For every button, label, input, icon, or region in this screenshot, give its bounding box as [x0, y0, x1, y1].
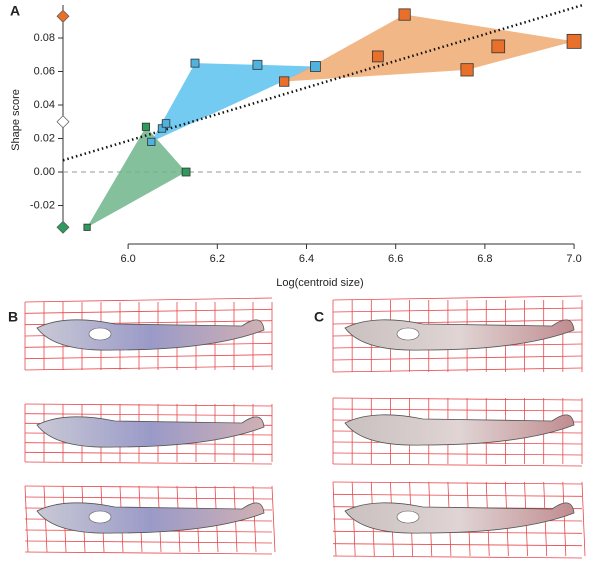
deformation-grid: [24, 297, 273, 303]
x-axis-label: Log(centroid size): [276, 277, 363, 289]
deformation-grid: [332, 367, 583, 373]
point: [190, 58, 200, 68]
x-tick-label: 6.0: [120, 253, 135, 265]
deformation-grid: [24, 540, 273, 544]
deformation-grid: [332, 481, 583, 485]
axis-marker: [56, 115, 70, 129]
point: [566, 33, 582, 49]
deformation-grid: [271, 485, 276, 553]
y-tick-label: 0.06: [34, 65, 55, 77]
point: [161, 119, 171, 128]
jaw: [36, 502, 265, 534]
x-tick-label: 7.0: [566, 253, 581, 265]
deformation-grid: [562, 481, 567, 557]
deformation-grid: [332, 452, 583, 456]
deformation-grid: [332, 295, 583, 301]
point: [279, 76, 290, 87]
jaw: [344, 414, 575, 446]
deformation-grid: [24, 551, 273, 555]
deformation-grid: [332, 493, 583, 497]
jaw-foramen: [396, 510, 420, 524]
axis-marker: [56, 220, 70, 234]
jaw-panels: [24, 295, 586, 559]
deformation-grid: [332, 355, 583, 361]
point: [491, 39, 506, 54]
deformation-grid: [24, 461, 273, 465]
jaw: [344, 502, 575, 534]
y-tick-label: 0.02: [34, 132, 55, 144]
deformation-grid: [24, 496, 273, 500]
deformation-grid: [332, 543, 583, 547]
deformation-grid: [581, 481, 586, 557]
deformation-grid: [332, 408, 583, 412]
deformation-grid: [332, 307, 583, 313]
y-tick-label: 0.00: [34, 166, 55, 178]
panel-label: B: [8, 309, 18, 325]
deformation-grid: [332, 397, 583, 401]
deformation-grid: [24, 413, 273, 417]
point: [252, 59, 263, 70]
point: [83, 223, 91, 231]
x-tick-label: 6.6: [388, 253, 403, 265]
jaw-foramen: [88, 327, 112, 341]
trendline: [62, 3, 584, 162]
x-tick-label: 6.8: [477, 253, 492, 265]
y-tick-label: 0.08: [34, 32, 55, 44]
deformation-grid: [24, 451, 273, 455]
point: [310, 61, 321, 72]
x-tick-label: 6.4: [299, 253, 314, 265]
group-hull: [284, 14, 575, 82]
deformation-grid: [332, 463, 583, 467]
group-hull: [87, 126, 187, 228]
deformation-grid: [24, 365, 273, 371]
point: [371, 50, 384, 63]
y-axis-label: Shape score: [10, 89, 22, 151]
point: [147, 137, 156, 146]
jaw-foramen: [88, 510, 112, 524]
point: [398, 8, 411, 21]
jaw: [36, 416, 265, 448]
jaw-foramen: [396, 327, 420, 341]
y-tick-label: -0.02: [30, 199, 55, 211]
point: [181, 167, 191, 177]
deformation-grid: [332, 555, 583, 559]
deformation-grid: [24, 485, 273, 489]
point: [141, 122, 151, 131]
deformation-grid: [24, 308, 273, 314]
y-tick-label: 0.04: [34, 99, 55, 111]
jaw: [344, 319, 575, 351]
axis-marker: [56, 9, 70, 23]
panel-label: C: [314, 309, 324, 325]
group-hull: [151, 63, 316, 142]
deformation-grid: [24, 403, 273, 407]
panel-label: A: [10, 3, 20, 19]
deformation-grid: [24, 354, 273, 360]
point: [460, 63, 474, 77]
deformation-grid: [252, 485, 257, 553]
jaw: [36, 319, 265, 351]
x-tick-label: 6.2: [210, 253, 225, 265]
